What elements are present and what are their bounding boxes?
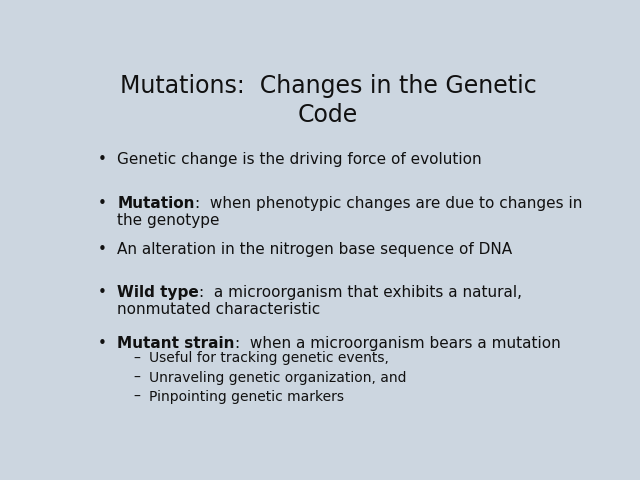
Text: Pinpointing genetic markers: Pinpointing genetic markers (150, 390, 344, 404)
Text: Wild type: Wild type (117, 285, 199, 300)
Text: •: • (98, 196, 107, 211)
Text: :  a microorganism that exhibits a natural,: : a microorganism that exhibits a natura… (199, 285, 522, 300)
Text: •: • (98, 242, 107, 257)
Text: Mutation: Mutation (117, 196, 195, 211)
Text: –: – (134, 390, 140, 404)
Text: Useful for tracking genetic events,: Useful for tracking genetic events, (150, 351, 389, 365)
Text: Unraveling genetic organization, and: Unraveling genetic organization, and (150, 371, 407, 384)
Text: •: • (98, 336, 107, 350)
Text: –: – (134, 371, 140, 384)
Text: An alteration in the nitrogen base sequence of DNA: An alteration in the nitrogen base seque… (117, 242, 513, 257)
Text: Mutant strain: Mutant strain (117, 336, 235, 350)
Text: Mutations:  Changes in the Genetic
Code: Mutations: Changes in the Genetic Code (120, 74, 536, 127)
Text: :  when phenotypic changes are due to changes in: : when phenotypic changes are due to cha… (195, 196, 582, 211)
Text: Genetic change is the driving force of evolution: Genetic change is the driving force of e… (117, 152, 482, 167)
Text: •: • (98, 285, 107, 300)
Text: :  when a microorganism bears a mutation: : when a microorganism bears a mutation (235, 336, 561, 350)
Text: the genotype: the genotype (117, 214, 220, 228)
Text: nonmutated characteristic: nonmutated characteristic (117, 302, 321, 317)
Text: –: – (134, 351, 140, 365)
Text: •: • (98, 152, 107, 167)
